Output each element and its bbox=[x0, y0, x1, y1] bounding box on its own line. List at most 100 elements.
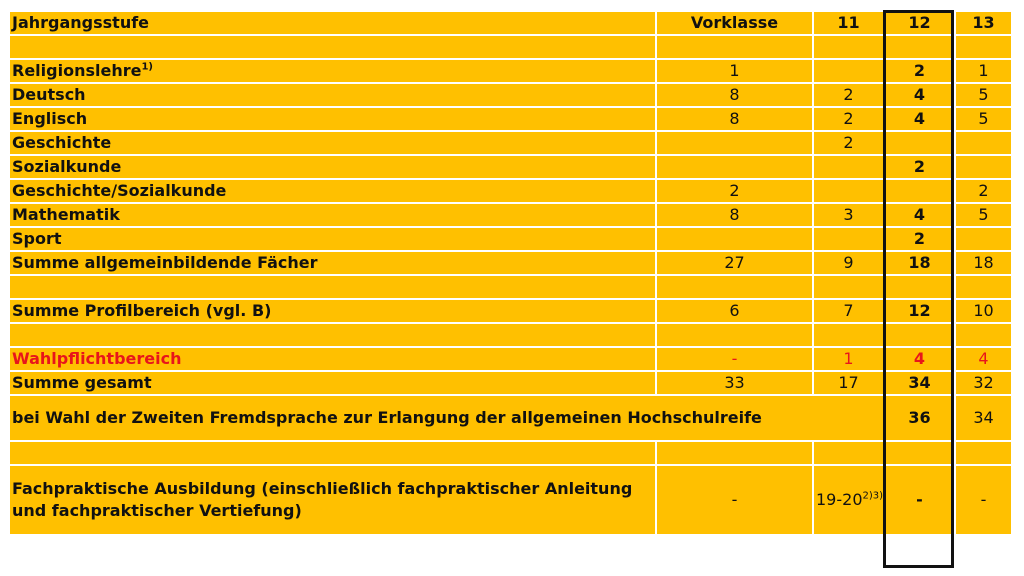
table-row-deutsch: Deutsch 8 2 4 5 bbox=[8, 82, 1013, 108]
cell-12: 4 bbox=[883, 202, 956, 228]
cell-13: 10 bbox=[954, 298, 1013, 324]
empty-cell bbox=[954, 322, 1013, 348]
cell-12: 2 bbox=[883, 226, 956, 252]
spacer-row bbox=[8, 440, 1013, 466]
row-label: Englisch bbox=[8, 106, 657, 132]
cell-11: 3 bbox=[812, 202, 885, 228]
empty-cell bbox=[883, 322, 956, 348]
cell-12: 2 bbox=[883, 58, 956, 84]
cell-13: 34 bbox=[954, 394, 1013, 442]
cell-11 bbox=[812, 226, 885, 252]
cell-13 bbox=[954, 226, 1013, 252]
empty-cell bbox=[812, 440, 885, 466]
table-row-zweite-fremdsprache: bei Wahl der Zweiten Fremdsprache zur Er… bbox=[8, 394, 1013, 442]
cell-11: 2 bbox=[812, 106, 885, 132]
row-label: Summe gesamt bbox=[8, 370, 657, 396]
stundentafel-table: Jahrgangsstufe Vorklasse 11 12 13 Religi… bbox=[8, 10, 1013, 536]
table-container: Jahrgangsstufe Vorklasse 11 12 13 Religi… bbox=[8, 10, 1013, 568]
cell-11 bbox=[812, 154, 885, 180]
empty-cell bbox=[8, 440, 657, 466]
table-row-geschichte: Geschichte 2 bbox=[8, 130, 1013, 156]
cell-11: 2 bbox=[812, 130, 885, 156]
row-label: bei Wahl der Zweiten Fremdsprache zur Er… bbox=[8, 394, 885, 442]
table-row-wahlpflicht: Wahlpflichtbereich - 1 4 4 bbox=[8, 346, 1013, 372]
table-row-englisch: Englisch 8 2 4 5 bbox=[8, 106, 1013, 132]
table-row-summe-allgemein: Summe allgemeinbildende Fächer 27 9 18 1… bbox=[8, 250, 1013, 276]
header-vorklasse: Vorklasse bbox=[655, 10, 814, 36]
cell-12 bbox=[883, 178, 956, 204]
header-13: 13 bbox=[954, 10, 1013, 36]
empty-cell bbox=[812, 34, 885, 60]
empty-cell bbox=[883, 274, 956, 300]
header-12: 12 bbox=[883, 10, 956, 36]
table-row-geschichte-sozialkunde: Geschichte/Sozialkunde 2 2 bbox=[8, 178, 1013, 204]
cell-12: 4 bbox=[883, 346, 956, 372]
cell-13: 1 bbox=[954, 58, 1013, 84]
cell-13: 5 bbox=[954, 82, 1013, 108]
spacer-row bbox=[8, 34, 1013, 60]
empty-cell bbox=[812, 274, 885, 300]
cell-12: 36 bbox=[883, 394, 956, 442]
row-label-text: Religionslehre bbox=[12, 61, 142, 80]
cell-11: 2 bbox=[812, 82, 885, 108]
row-label: Geschichte bbox=[8, 130, 657, 156]
cell-12: - bbox=[883, 464, 956, 536]
empty-cell bbox=[883, 34, 956, 60]
cell-11: 7 bbox=[812, 298, 885, 324]
empty-cell bbox=[655, 274, 814, 300]
cell-vorklasse: 8 bbox=[655, 202, 814, 228]
empty-cell bbox=[954, 274, 1013, 300]
empty-cell bbox=[8, 322, 657, 348]
row-label: Religionslehre1) bbox=[8, 58, 657, 84]
cell-vorklasse bbox=[655, 130, 814, 156]
row-label: Wahlpflichtbereich bbox=[8, 346, 657, 372]
empty-cell bbox=[812, 322, 885, 348]
cell-12: 18 bbox=[883, 250, 956, 276]
empty-cell bbox=[655, 34, 814, 60]
empty-cell bbox=[655, 440, 814, 466]
row-label: Summe Profilbereich (vgl. B) bbox=[8, 298, 657, 324]
table-row-sozialkunde: Sozialkunde 2 bbox=[8, 154, 1013, 180]
cell-vorklasse bbox=[655, 154, 814, 180]
table-row-sport: Sport 2 bbox=[8, 226, 1013, 252]
cell-11-value: 19-20 bbox=[816, 490, 863, 509]
empty-cell bbox=[8, 34, 657, 60]
cell-13: 5 bbox=[954, 202, 1013, 228]
cell-vorklasse: 8 bbox=[655, 82, 814, 108]
row-label: Geschichte/Sozialkunde bbox=[8, 178, 657, 204]
cell-12: 4 bbox=[883, 106, 956, 132]
row-label: Summe allgemeinbildende Fächer bbox=[8, 250, 657, 276]
header-jahrgangsstufe: Jahrgangsstufe bbox=[8, 10, 657, 36]
table-row-summe-profil: Summe Profilbereich (vgl. B) 6 7 12 10 bbox=[8, 298, 1013, 324]
footnote-mark: 2)3) bbox=[862, 490, 884, 502]
empty-cell bbox=[8, 274, 657, 300]
spacer-row bbox=[8, 322, 1013, 348]
table-header-row: Jahrgangsstufe Vorklasse 11 12 13 bbox=[8, 10, 1013, 36]
cell-11: 17 bbox=[812, 370, 885, 396]
table-row-religionslehre: Religionslehre1) 1 2 1 bbox=[8, 58, 1013, 84]
table-row-summe-gesamt: Summe gesamt 33 17 34 32 bbox=[8, 370, 1013, 396]
row-label: Sport bbox=[8, 226, 657, 252]
footnote-mark: 1) bbox=[141, 61, 153, 73]
cell-vorklasse: - bbox=[655, 346, 814, 372]
cell-vorklasse: 27 bbox=[655, 250, 814, 276]
cell-vorklasse bbox=[655, 226, 814, 252]
row-label-line1: Fachpraktische Ausbildung (einschließlic… bbox=[12, 479, 633, 498]
row-label: Fachpraktische Ausbildung (einschließlic… bbox=[8, 464, 657, 536]
cell-13: 32 bbox=[954, 370, 1013, 396]
cell-11: 1 bbox=[812, 346, 885, 372]
empty-cell bbox=[954, 34, 1013, 60]
row-label: Deutsch bbox=[8, 82, 657, 108]
cell-12: 4 bbox=[883, 82, 956, 108]
cell-12: 2 bbox=[883, 154, 956, 180]
cell-13: 5 bbox=[954, 106, 1013, 132]
empty-cell bbox=[954, 440, 1013, 466]
spacer-row bbox=[8, 274, 1013, 300]
cell-12: 12 bbox=[883, 298, 956, 324]
cell-13: 4 bbox=[954, 346, 1013, 372]
cell-vorklasse: - bbox=[655, 464, 814, 536]
cell-13: - bbox=[954, 464, 1013, 536]
cell-11 bbox=[812, 178, 885, 204]
cell-13: 2 bbox=[954, 178, 1013, 204]
cell-12: 34 bbox=[883, 370, 956, 396]
